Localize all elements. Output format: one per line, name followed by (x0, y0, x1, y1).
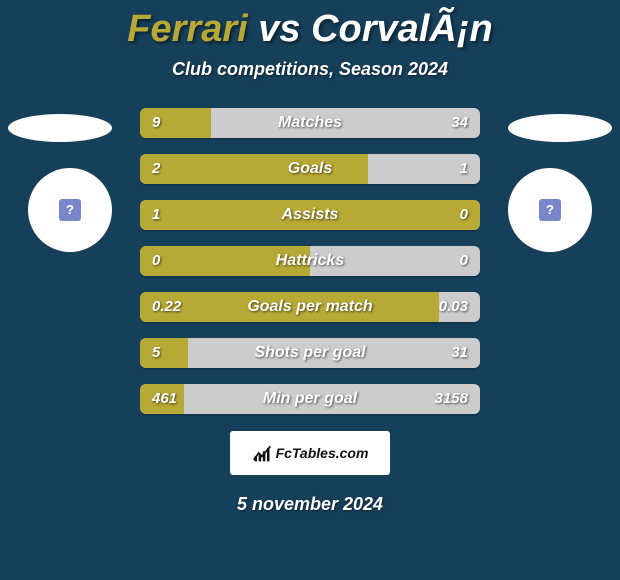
flag-right-icon (508, 114, 612, 142)
stat-label: Shots per goal (140, 338, 480, 368)
club-badge-unknown-icon (59, 199, 81, 221)
club-right-icon (508, 168, 592, 252)
stat-row: 21Goals (140, 154, 480, 184)
brand-badge: FcTables.com (229, 430, 391, 476)
club-left-icon (28, 168, 112, 252)
page-title: Ferrari vs CorvalÃ¡n (0, 8, 620, 51)
stat-label: Min per goal (140, 384, 480, 414)
stat-row: 10Assists (140, 200, 480, 230)
brand-text: FcTables.com (276, 445, 369, 461)
stat-row: 4613158Min per goal (140, 384, 480, 414)
subtitle: Club competitions, Season 2024 (0, 59, 620, 80)
stat-row: 0.220.03Goals per match (140, 292, 480, 322)
comparison-stage: 934Matches 21Goals 10Assists 00Hattricks 0.2… (0, 108, 620, 414)
stat-label: Goals (140, 154, 480, 184)
club-badge-unknown-icon (539, 199, 561, 221)
flag-left-icon (8, 114, 112, 142)
stat-row: 934Matches (140, 108, 480, 138)
title-vs: vs (258, 8, 300, 50)
chart-icon (252, 443, 272, 463)
stat-label: Hattricks (140, 246, 480, 276)
stat-label: Matches (140, 108, 480, 138)
date-label: 5 november 2024 (0, 494, 620, 515)
stat-row: 00Hattricks (140, 246, 480, 276)
title-player1: Ferrari (127, 8, 247, 50)
stat-label: Goals per match (140, 292, 480, 322)
stat-bars: 934Matches 21Goals 10Assists 00Hattricks 0.2… (140, 108, 480, 414)
stat-label: Assists (140, 200, 480, 230)
title-player2: CorvalÃ¡n (311, 8, 493, 50)
stat-row: 531Shots per goal (140, 338, 480, 368)
